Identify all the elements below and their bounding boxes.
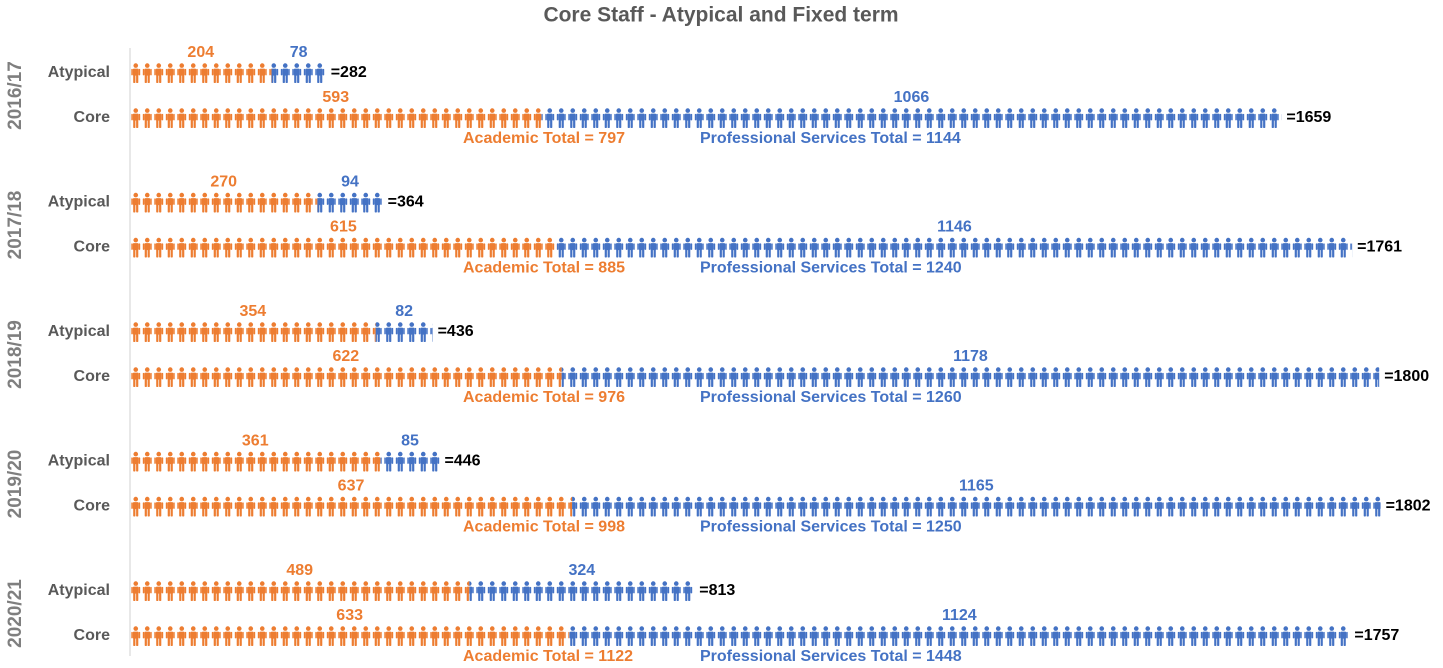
row-label: Atypical (48, 453, 110, 470)
professional-total: Professional Services Total = 1144 (700, 130, 961, 147)
academic-value-label: 622 (332, 348, 359, 365)
professional-value-label: 78 (290, 44, 308, 61)
professional-bar (569, 626, 1350, 646)
professional-bar (271, 63, 326, 83)
professional-value-label: 85 (401, 433, 419, 450)
professional-value-label: 1124 (942, 607, 977, 624)
row-label: Atypical (48, 64, 110, 81)
professional-bar (556, 237, 1353, 258)
academic-total: Academic Total = 1122 (463, 648, 633, 665)
professional-value-label: 94 (341, 174, 359, 191)
total-label: =813 (699, 582, 735, 599)
academic-bar (130, 626, 570, 646)
group-label: 2017/18 (5, 191, 26, 260)
academic-value-label: 489 (286, 562, 313, 579)
academic-value-label: 633 (336, 607, 363, 624)
professional-value-label: 324 (568, 562, 595, 579)
academic-bar (130, 108, 542, 128)
academic-value-label: 354 (239, 303, 266, 320)
row-label: Core (74, 109, 111, 126)
group-label: 2016/17 (5, 61, 26, 130)
professional-value-label: 82 (395, 303, 413, 320)
professional-total: Professional Services Total = 1240 (700, 260, 962, 277)
professional-total: Professional Services Total = 1260 (700, 389, 962, 406)
professional-bar (541, 108, 1282, 128)
academic-total: Academic Total = 797 (463, 130, 625, 147)
total-label: =436 (438, 323, 474, 340)
professional-total: Professional Services Total = 1448 (700, 648, 962, 665)
total-label: =1800 (1384, 368, 1429, 385)
row-label: Core (74, 627, 111, 644)
row-label: Core (74, 368, 111, 385)
row-label: Core (74, 498, 111, 515)
academic-bar (130, 322, 376, 342)
total-label: =1761 (1357, 239, 1402, 256)
total-label: =364 (388, 194, 424, 211)
academic-bar (130, 63, 272, 83)
group-label: 2019/20 (5, 450, 26, 519)
academic-value-label: 361 (242, 433, 269, 450)
academic-bar (130, 581, 470, 601)
chart-title: Core Staff - Atypical and Fixed term (543, 4, 898, 27)
professional-value-label: 1178 (953, 348, 988, 365)
academic-total: Academic Total = 885 (463, 260, 625, 277)
academic-value-label: 615 (330, 219, 357, 236)
professional-value-label: 1146 (937, 219, 972, 236)
professional-bar (375, 322, 433, 342)
row-label: Atypical (48, 194, 110, 211)
professional-bar (469, 581, 695, 601)
professional-value-label: 1066 (894, 89, 930, 106)
academic-value-label: 593 (322, 89, 349, 106)
professional-bar (572, 496, 1381, 517)
professional-bar (380, 451, 440, 472)
group-label: 2020/21 (5, 579, 26, 648)
group-label: 2018/19 (5, 320, 26, 389)
professional-value-label: 1165 (959, 478, 994, 495)
academic-bar (130, 451, 381, 472)
row-label: Core (74, 239, 111, 256)
academic-bar (130, 237, 557, 258)
academic-value-label: 270 (210, 174, 237, 191)
row-label: Atypical (48, 582, 110, 599)
total-label: =1659 (1286, 109, 1331, 126)
academic-value-label: 204 (187, 44, 214, 61)
professional-bar (317, 192, 383, 213)
total-label: =1757 (1354, 627, 1399, 644)
academic-value-label: 637 (338, 478, 365, 495)
academic-bar (130, 367, 562, 387)
academic-bar (130, 496, 573, 517)
academic-bar (130, 192, 318, 213)
total-label: =282 (331, 64, 367, 81)
total-label: =1802 (1386, 498, 1431, 515)
row-label: Atypical (48, 323, 110, 340)
academic-total: Academic Total = 976 (463, 389, 625, 406)
total-label: =446 (445, 453, 481, 470)
professional-total: Professional Services Total = 1250 (700, 519, 962, 536)
professional-bar (561, 367, 1380, 387)
academic-total: Academic Total = 998 (463, 519, 625, 536)
